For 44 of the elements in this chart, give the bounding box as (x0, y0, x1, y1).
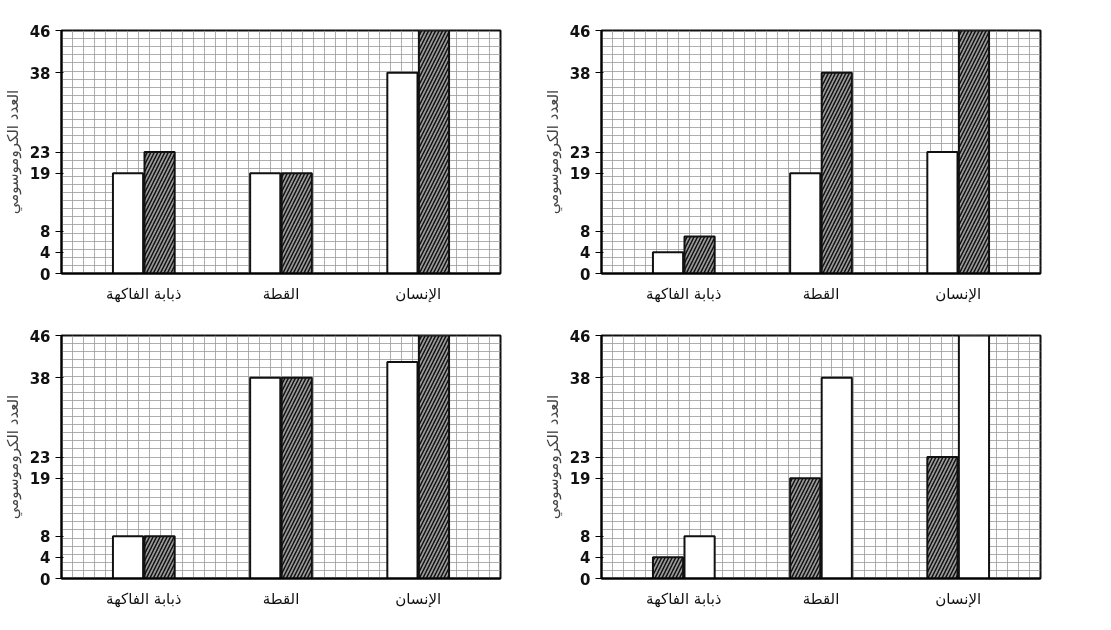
y-tick-label: 19 (569, 165, 591, 184)
x-tick-label: الإنسان (395, 589, 442, 608)
y-tick-label: 38 (569, 369, 591, 388)
y-tick-label: 23 (29, 144, 51, 162)
y-tick-label: 4 (580, 549, 591, 568)
y-tick-label: 23 (569, 144, 591, 162)
y-tick-label: 4 (580, 244, 591, 263)
x-tick-label: القطة (802, 589, 840, 608)
y-tick-label: 38 (29, 64, 51, 83)
y-tick-label: 19 (29, 470, 51, 489)
y-axis-title: العدد الكروموسومي (543, 89, 563, 215)
y-tick-label: 38 (29, 369, 51, 388)
x-tick-label: القطة (262, 589, 300, 608)
y-axis-title: العدد الكروموسومي (543, 394, 563, 520)
y-tick-label: 0 (40, 570, 51, 589)
y-tick-label: 46 (569, 327, 591, 346)
y-tick-label: 46 (29, 327, 51, 346)
y-tick-label: 19 (569, 470, 591, 489)
x-tick-label: ذبابة الفاكهة (106, 284, 182, 303)
x-tick-label: الإنسان (935, 284, 982, 303)
y-axis-title: العدد الكروموسومي (3, 89, 23, 215)
y-tick-label: 0 (580, 570, 591, 589)
y-tick-label: 0 (580, 265, 591, 284)
y-tick-label: 4 (40, 244, 51, 263)
y-tick-label: 8 (40, 223, 51, 242)
y-tick-label: 23 (29, 449, 51, 467)
x-tick-label: القطة (802, 284, 840, 303)
x-tick-label: ذبابة الفاكهة (646, 589, 722, 608)
x-tick-label: الإنسان (395, 284, 442, 303)
x-tick-label: الإنسان (935, 589, 982, 608)
y-tick-label: 38 (569, 64, 591, 83)
x-tick-label: ذبابة الفاكهة (106, 589, 182, 608)
y-tick-label: 8 (580, 223, 591, 242)
y-tick-label: 46 (569, 22, 591, 41)
x-tick-label: ذبابة الفاكهة (646, 284, 722, 303)
y-tick-label: 8 (580, 528, 591, 547)
y-tick-label: 8 (40, 528, 51, 547)
y-axis-title: العدد الكروموسومي (3, 394, 23, 520)
y-tick-label: 46 (29, 22, 51, 41)
y-tick-label: 23 (569, 449, 591, 467)
y-tick-label: 19 (29, 165, 51, 184)
y-tick-label: 0 (40, 265, 51, 284)
y-tick-label: 4 (40, 549, 51, 568)
x-tick-label: القطة (262, 284, 300, 303)
